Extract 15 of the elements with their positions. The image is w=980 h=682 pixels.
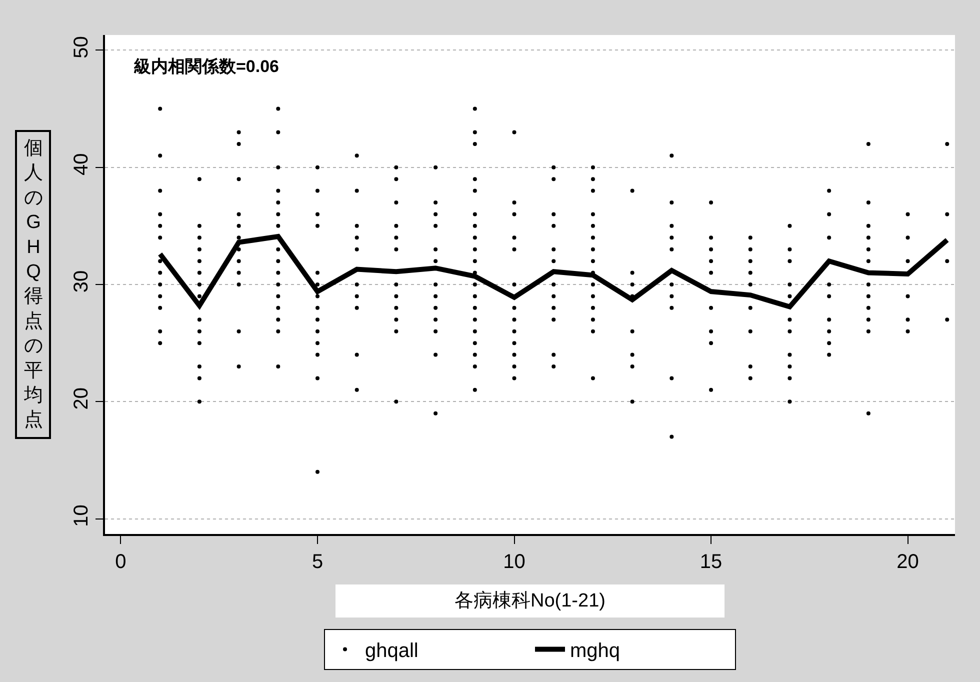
x-tick-label: 0 — [115, 550, 126, 573]
x-tick-label: 20 — [896, 550, 919, 573]
x-tick-label: 5 — [312, 550, 324, 573]
legend-label: ghqall — [365, 640, 418, 662]
y-tick-label: 50 — [70, 36, 92, 58]
x-axis-title: 各病棟科No(1-21) — [454, 590, 606, 612]
x-tick-label: 10 — [503, 550, 526, 573]
y-tick-label: 10 — [70, 504, 92, 527]
legend-label: mghq — [570, 640, 620, 662]
y-tick-label: 30 — [70, 270, 92, 293]
annotation: 級内相関係数=0.06 — [133, 57, 280, 76]
x-tick-label: 15 — [700, 550, 722, 573]
text: 個人のGHQ得点の平均点 — [24, 138, 43, 431]
y-tick-label: 40 — [70, 153, 92, 176]
y-tick-label: 20 — [70, 388, 92, 410]
